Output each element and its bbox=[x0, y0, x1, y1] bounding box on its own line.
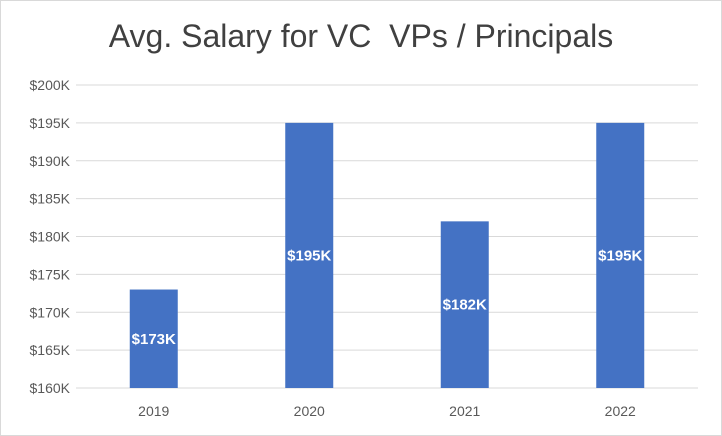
y-tick-label: $165K bbox=[30, 342, 71, 358]
data-label-2021: $182K bbox=[443, 297, 487, 314]
x-tick-label: 2022 bbox=[605, 403, 636, 419]
x-tick-label: 2020 bbox=[294, 403, 325, 419]
y-tick-label: $180K bbox=[30, 229, 71, 245]
y-tick-label: $175K bbox=[30, 266, 71, 282]
x-tick-label: 2021 bbox=[449, 403, 480, 419]
y-tick-label: $185K bbox=[30, 191, 71, 207]
y-tick-label: $190K bbox=[30, 153, 71, 169]
data-label-2022: $195K bbox=[598, 247, 642, 264]
bar-2022 bbox=[596, 122, 645, 388]
bar-2019 bbox=[129, 289, 178, 388]
y-tick-label: $200K bbox=[30, 77, 71, 93]
bar-2020 bbox=[285, 122, 334, 388]
y-tick-label: $195K bbox=[30, 115, 71, 131]
y-tick-label: $170K bbox=[30, 304, 71, 320]
chart-title: Avg. Salary for VC VPs / Principals bbox=[108, 18, 614, 54]
data-label-2020: $195K bbox=[287, 247, 331, 264]
data-label-2019: $173K bbox=[132, 331, 176, 348]
y-tick-label: $160K bbox=[30, 380, 71, 396]
bar-2021 bbox=[440, 221, 489, 388]
x-tick-label: 2019 bbox=[138, 403, 169, 419]
